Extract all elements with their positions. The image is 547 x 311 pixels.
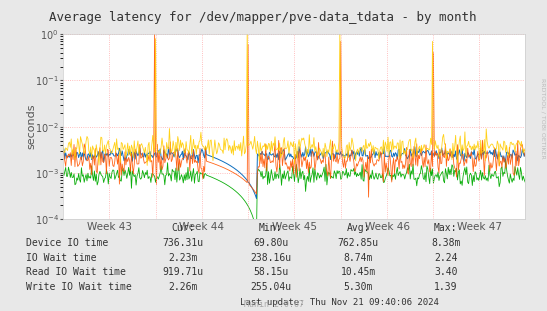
Text: 3.40: 3.40 bbox=[434, 267, 457, 277]
Text: 58.15u: 58.15u bbox=[253, 267, 288, 277]
Text: Read IO Wait time: Read IO Wait time bbox=[26, 267, 126, 277]
Y-axis label: seconds: seconds bbox=[27, 104, 37, 150]
Text: Write IO Wait time: Write IO Wait time bbox=[26, 282, 132, 292]
Text: 2.26m: 2.26m bbox=[168, 282, 198, 292]
Text: 8.74m: 8.74m bbox=[344, 253, 373, 262]
Text: 69.80u: 69.80u bbox=[253, 238, 288, 248]
Text: Max:: Max: bbox=[434, 223, 457, 233]
Text: 5.30m: 5.30m bbox=[344, 282, 373, 292]
Text: 736.31u: 736.31u bbox=[162, 238, 204, 248]
Text: Cur:: Cur: bbox=[172, 223, 195, 233]
Text: Device IO time: Device IO time bbox=[26, 238, 108, 248]
Text: IO Wait time: IO Wait time bbox=[26, 253, 97, 262]
Text: Min:: Min: bbox=[259, 223, 282, 233]
Text: 762.85u: 762.85u bbox=[337, 238, 379, 248]
Text: 2.24: 2.24 bbox=[434, 253, 457, 262]
Text: 1.39: 1.39 bbox=[434, 282, 457, 292]
Text: 10.45m: 10.45m bbox=[341, 267, 376, 277]
Text: Last update: Thu Nov 21 09:40:06 2024: Last update: Thu Nov 21 09:40:06 2024 bbox=[240, 298, 439, 307]
Text: 8.38m: 8.38m bbox=[431, 238, 461, 248]
Text: 238.16u: 238.16u bbox=[250, 253, 292, 262]
Text: 255.04u: 255.04u bbox=[250, 282, 292, 292]
Text: Munin 2.0.67: Munin 2.0.67 bbox=[243, 300, 304, 309]
Text: 919.71u: 919.71u bbox=[162, 267, 204, 277]
Text: 2.23m: 2.23m bbox=[168, 253, 198, 262]
Text: Avg:: Avg: bbox=[347, 223, 370, 233]
Text: Average latency for /dev/mapper/pve-data_tdata - by month: Average latency for /dev/mapper/pve-data… bbox=[49, 11, 476, 24]
Text: RRDTOOL / TOBI OETIKER: RRDTOOL / TOBI OETIKER bbox=[541, 78, 546, 159]
